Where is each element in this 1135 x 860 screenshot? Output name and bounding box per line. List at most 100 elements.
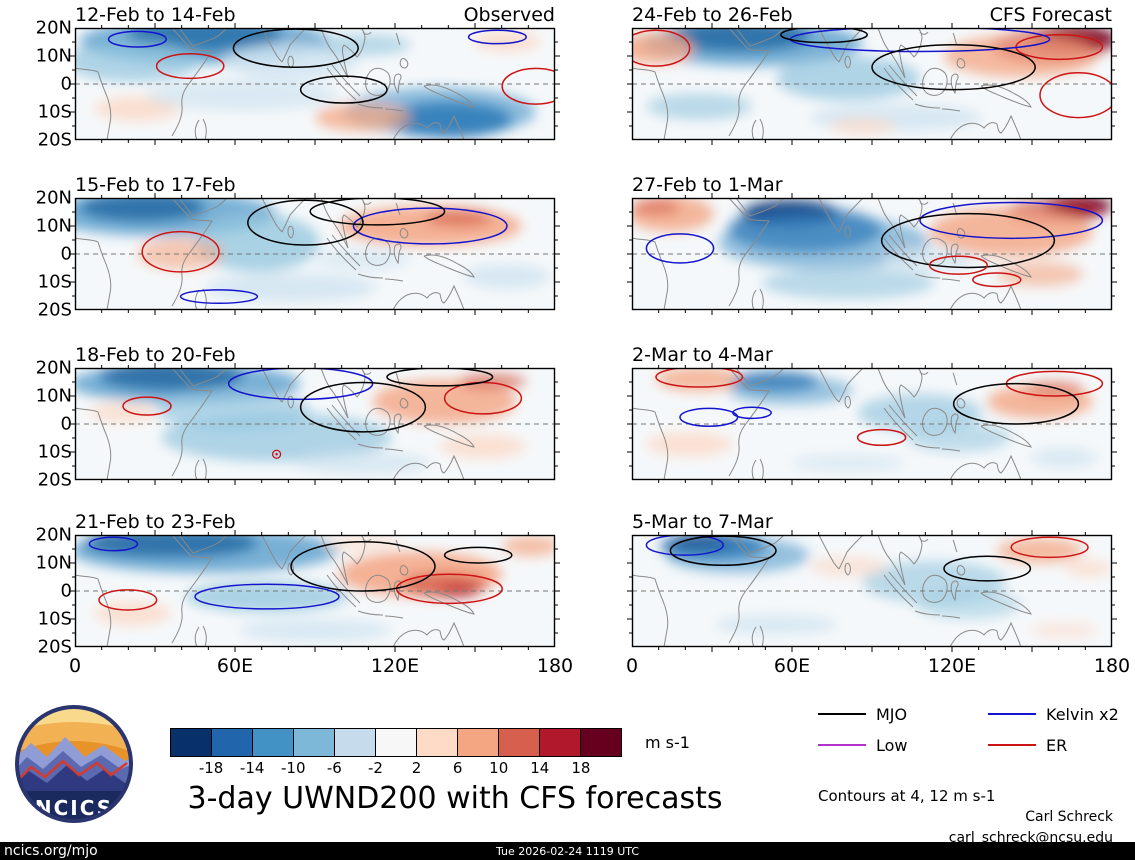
panel-corner-label: Observed [463,4,555,26]
colorbar-tick-label: 2 [411,759,422,777]
map-panel [627,530,1117,652]
kelvin-contour [227,368,374,401]
mjo-contour [299,381,427,433]
contours-note: Contours at 4, 12 m s-1 [818,787,996,805]
timestamp: Tue 2026-02-24 1119 UTC [495,845,640,858]
mjo-contour [871,44,1036,91]
panel-border [74,367,556,481]
panel-title: 15-Feb to 17-Feb [75,174,236,196]
anomaly-field [75,368,527,475]
map-panel [627,23,1117,145]
lat-label: 10N [35,45,72,67]
credit-name: Carl Schreck [1025,809,1113,825]
map-panel-svg [70,530,560,652]
panel-title: 21-Feb to 23-Feb [75,511,236,533]
legend-item: Low [818,735,908,755]
lat-label: 0 [60,243,72,265]
colorbar-cell [580,729,621,756]
axis-ticks [627,530,1117,652]
lat-label: 10S [37,441,72,463]
axis-ticks [627,23,1117,145]
colorbar-tick-label: 10 [489,759,509,777]
kelvin-contour [645,233,715,264]
colorbar-cell [375,729,416,756]
mjo-contour [247,199,364,246]
map-panel [627,193,1117,315]
kelvin-contour [645,535,724,556]
er-contour [501,67,555,105]
coastlines [632,198,1032,310]
units-label: m s-1 [645,733,690,752]
lat-label: 20N [35,187,72,209]
colorbar-cell [293,729,334,756]
panel-title-row: 2-Mar to 4-Mar [632,344,1112,367]
logo-ring [15,705,133,823]
lat-label: 0 [60,580,72,602]
coastlines [632,28,1032,140]
mjo-contour [880,212,1056,269]
lat-label: 10S [37,608,72,630]
legend-line [818,744,866,746]
map-panel [70,23,560,145]
er-contour [655,368,744,388]
legend-item: ER [988,735,1067,755]
lat-label: 10S [37,271,72,293]
coastlines [75,28,475,140]
panel-title-row: 21-Feb to 23-Feb [75,511,555,534]
colorbar-tick-label: -2 [367,759,383,777]
panel-title: 24-Feb to 26-Feb [632,4,793,26]
axis-ticks [70,363,560,485]
map-panel-svg [70,363,560,485]
panel-corner-label: CFS Forecast [989,4,1112,26]
axis-ticks [70,530,560,652]
colorbar-cell [416,729,457,756]
lat-label: 20N [35,357,72,379]
kelvin-contour [194,583,340,610]
legend-line [988,744,1036,746]
lon-label: 60E [216,655,254,677]
legend-label: Low [876,735,908,755]
panel-border [74,27,556,141]
mjo-contour [780,28,868,44]
colorbar-tick-label: 18 [571,759,591,777]
lat-label: 20S [37,299,72,321]
legend-item: MJO [818,704,907,724]
lat-label: 20N [35,17,72,39]
lat-label: 10N [35,215,72,237]
lat-label: 0 [60,413,72,435]
lon-label: 0 [625,655,639,677]
panel-border [74,534,556,648]
lat-label: 20S [37,129,72,151]
er-contour [1039,72,1112,119]
panel-title: 27-Feb to 1-Mar [632,174,783,196]
lat-label: 10S [37,101,72,123]
er-contour [632,29,691,67]
axis-ticks [627,193,1117,315]
er-contour [928,255,988,275]
mjo-contour [309,198,446,226]
panel-title-row: 27-Feb to 1-Mar [632,174,1112,197]
lon-label: 60E [773,655,811,677]
anomaly-field [75,28,541,138]
map-panel [627,363,1117,485]
lat-label: 10N [35,552,72,574]
panel-border [74,197,556,311]
kelvin-contour [107,30,167,48]
mjo-contour [290,540,436,592]
mjo-contour [386,368,494,387]
panel-border [631,367,1113,481]
panel-title: 12-Feb to 14-Feb [75,4,236,26]
panel-title: 18-Feb to 20-Feb [75,344,236,366]
lat-label: 10N [35,385,72,407]
figure-title: 3-day UWND200 with CFS forecasts [187,781,723,816]
mjo-contour [952,382,1080,425]
colorbar-tick-label: 6 [452,759,463,777]
anomaly-field [75,198,551,303]
mjo-contour [443,546,513,564]
panel-border [631,27,1113,141]
coastlines [632,368,1032,480]
site-link: ncics.org/mjo [4,843,98,859]
kelvin-contour [467,29,527,45]
map-panel-svg [627,23,1117,145]
